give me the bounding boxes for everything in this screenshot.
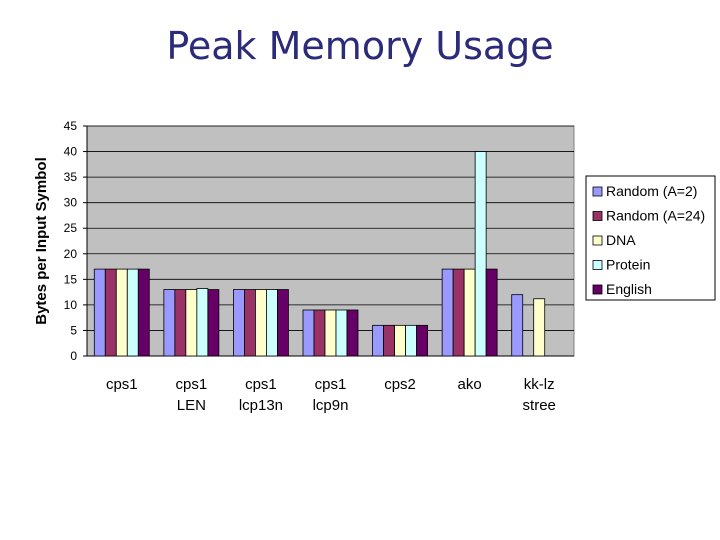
x-tick-label: cps1 [106, 376, 138, 393]
legend-label: Random (A=2) [606, 183, 697, 199]
legend-swatch [592, 235, 603, 246]
bar-3 [255, 289, 267, 357]
bar-5 [207, 289, 220, 357]
x-tick-label: kk-lz [524, 376, 555, 393]
y-tick-label: 40 [64, 145, 78, 159]
bar-2 [104, 268, 117, 357]
bar-4 [266, 289, 278, 357]
bar-4 [405, 324, 417, 357]
bar-1 [302, 309, 315, 357]
bar-2 [174, 289, 187, 357]
x-tick-label: cps1 [245, 376, 277, 393]
bar-4 [474, 151, 487, 357]
y-tick-label: 10 [64, 298, 78, 312]
y-tick-label: 20 [64, 247, 78, 261]
y-tick-label: 45 [64, 119, 78, 133]
bar-3 [115, 268, 128, 357]
bar-5 [277, 289, 289, 357]
x-tick-label: lcp13n [239, 397, 283, 414]
bar-5 [485, 268, 498, 357]
bar-2 [383, 324, 395, 357]
bar-2 [313, 309, 326, 357]
x-tick-label: LEN [177, 397, 206, 414]
y-tick-label: 25 [64, 221, 78, 235]
bar-2 [452, 268, 465, 357]
bar-3 [463, 268, 476, 357]
y-tick-label: 0 [70, 349, 77, 363]
bar-2 [244, 289, 256, 357]
bar-1 [511, 294, 524, 357]
bar-1 [163, 289, 176, 357]
bar-1 [93, 268, 106, 357]
y-tick-label: 15 [64, 272, 78, 286]
bar-3 [185, 289, 198, 357]
legend-swatch [592, 186, 603, 197]
y-tick-label: 5 [70, 323, 77, 337]
y-axis-label: Bytes per Input Symbol [33, 157, 50, 325]
legend-label: DNA [606, 232, 636, 248]
slide-title: Peak Memory Usage [166, 24, 554, 68]
bar-3 [394, 324, 406, 357]
bar-1 [372, 324, 384, 357]
bar-3 [533, 298, 546, 357]
bar-5 [416, 324, 428, 357]
legend-label: Protein [606, 257, 650, 273]
bar-1 [233, 289, 245, 357]
bar-1 [441, 268, 454, 357]
bar-5 [346, 309, 359, 357]
x-tick-label: cps1 [176, 376, 208, 393]
bar-4 [196, 288, 209, 357]
legend-label: English [606, 281, 652, 297]
legend-swatch [592, 260, 603, 270]
x-tick-label: ako [458, 376, 482, 393]
bar-5 [137, 268, 150, 357]
x-tick-label: cps2 [384, 376, 416, 393]
bar-3 [324, 309, 337, 357]
x-tick-label: stree [523, 397, 556, 414]
legend-swatch [592, 211, 603, 221]
x-tick-label: lcp9n [313, 397, 349, 414]
bar-4 [126, 268, 139, 357]
legend-swatch [592, 284, 603, 295]
legend-box [585, 175, 716, 301]
bar-4 [335, 309, 348, 357]
legend-label: Random (A=24) [606, 208, 705, 224]
x-tick-label: cps1 [315, 376, 347, 393]
y-tick-label: 35 [64, 170, 78, 184]
y-tick-label: 30 [64, 196, 78, 210]
